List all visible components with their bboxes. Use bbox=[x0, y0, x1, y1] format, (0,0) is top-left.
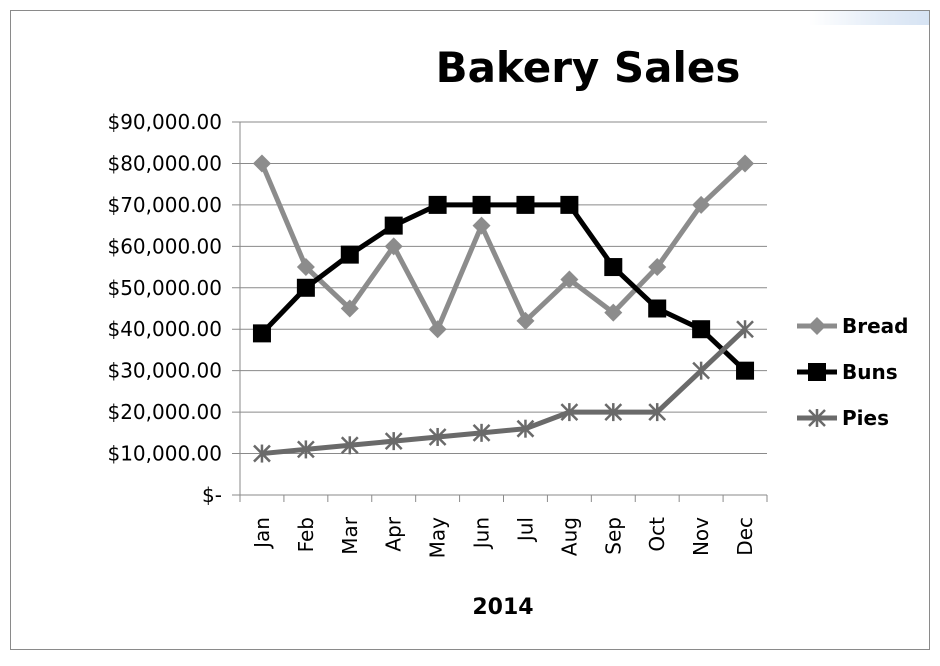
buns-point bbox=[736, 361, 755, 380]
x-axis-ticks: Jan Feb Mar Apr May Jun Jul Aug Sep Oct Nov Dec bbox=[250, 516, 757, 558]
bread-point bbox=[692, 195, 711, 214]
y-tick-label: $60,000.00 bbox=[107, 234, 222, 258]
series-bread bbox=[252, 154, 755, 339]
chart-title: Bakery Sales bbox=[436, 43, 741, 92]
bread-point bbox=[472, 216, 491, 235]
x-tick-label: Aug bbox=[557, 517, 581, 556]
y-tick-label: $90,000.00 bbox=[107, 110, 222, 134]
x-tick-label: Oct bbox=[645, 517, 669, 552]
pies-point bbox=[692, 361, 711, 380]
x-tick-label: Dec bbox=[733, 517, 757, 556]
legend-marker bbox=[808, 363, 826, 381]
x-tick-label: Nov bbox=[689, 517, 713, 556]
buns-point bbox=[604, 258, 623, 277]
buns-point bbox=[560, 195, 579, 214]
pies-point bbox=[736, 320, 754, 339]
y-tick-label: $- bbox=[202, 483, 222, 507]
bread-point bbox=[340, 299, 359, 318]
pies-point bbox=[472, 423, 491, 442]
pies-point bbox=[648, 403, 667, 422]
buns-point bbox=[252, 324, 271, 343]
bread-point bbox=[252, 154, 271, 173]
bread-line bbox=[259, 161, 747, 332]
x-axis-title: 2014 bbox=[472, 595, 533, 620]
bread-point bbox=[296, 258, 315, 277]
buns-point bbox=[296, 278, 315, 297]
x-tick-label: Sep bbox=[601, 517, 625, 555]
gridlines bbox=[232, 121, 768, 502]
bread-point bbox=[736, 154, 755, 173]
y-tick-label: $50,000.00 bbox=[107, 276, 222, 300]
legend: Bread Buns Pies bbox=[797, 314, 908, 430]
series-pies bbox=[253, 320, 754, 463]
legend-label: Bread bbox=[842, 314, 908, 338]
legend-marker bbox=[808, 409, 826, 427]
y-tick-label: $10,000.00 bbox=[107, 442, 222, 466]
bread-point bbox=[516, 311, 535, 330]
y-tick-label: $40,000.00 bbox=[107, 317, 222, 341]
x-tick-label: Apr bbox=[382, 516, 406, 551]
x-tick-label: Jul bbox=[513, 517, 537, 543]
x-tick-label: May bbox=[426, 517, 450, 559]
x-tick-label: Jun bbox=[470, 517, 494, 550]
x-tick-label: Feb bbox=[294, 517, 318, 552]
pies-point bbox=[253, 444, 271, 463]
buns-point bbox=[428, 195, 447, 214]
series-layer bbox=[252, 154, 755, 463]
y-axis-ticks: $90,000.00 $80,000.00 $70,000.00 $60,000.00… bbox=[107, 110, 222, 507]
chart-frame bbox=[10, 10, 930, 650]
series-buns bbox=[252, 195, 755, 380]
bread-point bbox=[648, 258, 667, 277]
pies-line bbox=[261, 327, 747, 457]
bread-point bbox=[604, 303, 623, 322]
pies-point bbox=[560, 403, 579, 422]
y-tick-label: $30,000.00 bbox=[107, 359, 222, 383]
legend-label: Pies bbox=[842, 406, 889, 430]
bread-point bbox=[384, 237, 403, 256]
buns-point bbox=[340, 245, 359, 264]
buns-point bbox=[472, 195, 491, 214]
pies-point bbox=[428, 427, 447, 446]
x-tick-label: Mar bbox=[338, 516, 362, 555]
buns-point bbox=[648, 299, 667, 318]
buns-point bbox=[516, 195, 535, 214]
buns-point bbox=[692, 320, 711, 339]
background-decoration bbox=[809, 11, 929, 25]
pies-point bbox=[340, 436, 359, 455]
legend-label: Buns bbox=[842, 360, 898, 384]
y-tick-label: $80,000.00 bbox=[107, 151, 222, 175]
y-tick-label: $70,000.00 bbox=[107, 193, 222, 217]
x-tick-label: Jan bbox=[250, 517, 274, 550]
pies-point bbox=[516, 419, 535, 438]
y-tick-label: $20,000.00 bbox=[107, 400, 222, 424]
pies-point bbox=[296, 440, 315, 459]
bread-point bbox=[428, 320, 447, 339]
pies-point bbox=[384, 432, 403, 451]
bread-point bbox=[560, 270, 579, 289]
buns-point bbox=[384, 216, 403, 235]
pies-point bbox=[604, 403, 623, 422]
legend-marker bbox=[808, 317, 826, 335]
